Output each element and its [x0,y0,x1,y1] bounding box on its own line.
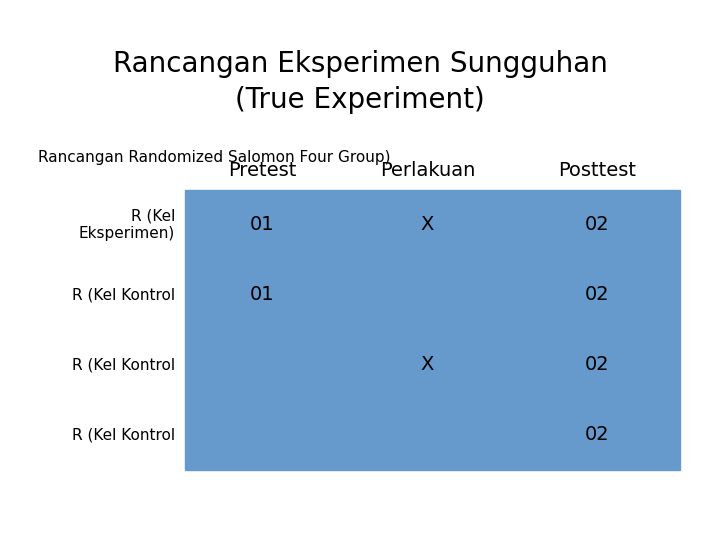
Text: 02: 02 [585,426,610,444]
Text: Rancangan Eksperimen Sungguhan
(True Experiment): Rancangan Eksperimen Sungguhan (True Exp… [112,50,608,114]
Text: 02: 02 [585,355,610,375]
Text: R (Kel
Eksperimen): R (Kel Eksperimen) [78,209,175,241]
Text: 01: 01 [250,286,275,305]
Text: Pretest: Pretest [228,161,297,180]
Text: R (Kel Kontrol: R (Kel Kontrol [72,357,175,373]
Text: R (Kel Kontrol: R (Kel Kontrol [72,428,175,442]
Text: R (Kel Kontrol: R (Kel Kontrol [72,287,175,302]
Text: Posttest: Posttest [559,161,636,180]
Text: Perlakuan: Perlakuan [380,161,475,180]
Text: X: X [420,355,434,375]
Text: X: X [420,215,434,234]
Text: 02: 02 [585,286,610,305]
Text: 02: 02 [585,215,610,234]
Text: 01: 01 [250,215,275,234]
FancyBboxPatch shape [185,190,680,470]
Text: Rancangan Randomized Salomon Four Group): Rancangan Randomized Salomon Four Group) [38,150,390,165]
